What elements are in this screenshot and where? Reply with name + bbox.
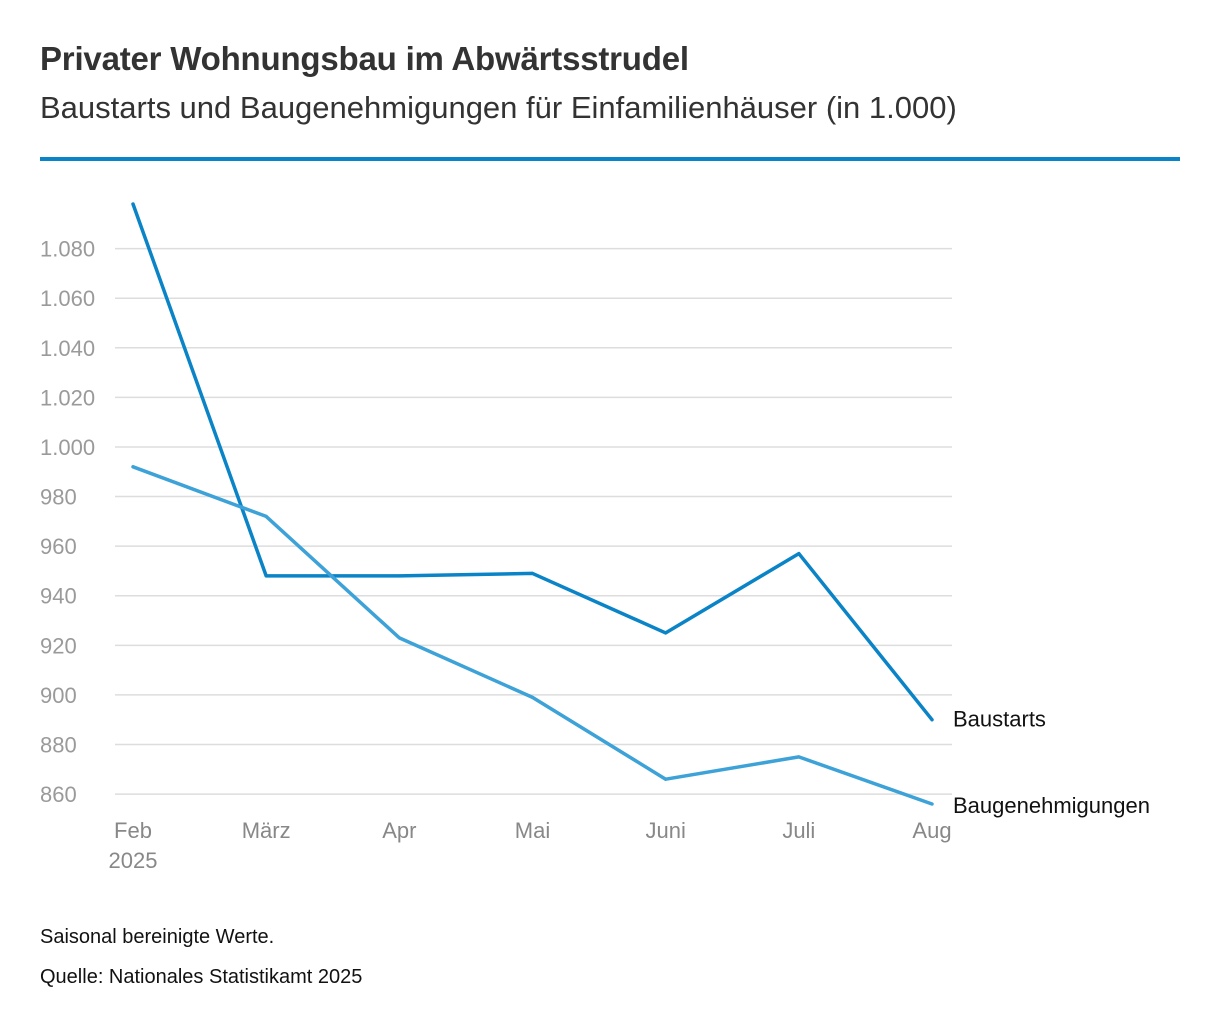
data-point	[131, 202, 135, 206]
x-tick-label: Feb	[114, 818, 152, 843]
x-tick-label: Aug	[912, 818, 951, 843]
y-tick-label: 1.020	[40, 385, 95, 410]
series-line-1	[131, 202, 934, 722]
data-point	[264, 574, 268, 578]
y-axis-tick-labels: 860 880 900 920 940 960 980 1.000 1.020 1.040 1.06…	[40, 237, 95, 807]
data-point	[664, 777, 668, 781]
y-tick-label: 900	[40, 683, 77, 708]
title-divider	[40, 157, 1180, 161]
y-tick-label: 1.060	[40, 286, 95, 311]
y-tick-label: 940	[40, 584, 77, 609]
data-point	[397, 574, 401, 578]
y-tick-label: 960	[40, 534, 77, 559]
y-tick-label: 1.080	[40, 237, 95, 262]
data-point	[397, 636, 401, 640]
series-line-2	[131, 465, 934, 806]
x-tick-sublabel: 2025	[109, 848, 158, 873]
y-tick-label: 1.040	[40, 336, 95, 361]
y-tick-label: 920	[40, 633, 77, 658]
y-tick-label: 880	[40, 732, 77, 757]
series-labels: Baustarts Baugenehmigungen	[953, 707, 1150, 818]
data-point	[131, 465, 135, 469]
data-point	[264, 514, 268, 518]
x-axis-tick-labels: Feb 2025 März Apr Mai Juni Juli Aug	[109, 818, 952, 873]
y-tick-label: 860	[40, 782, 77, 807]
series-label: Baugenehmigungen	[953, 793, 1150, 818]
source-note: Quelle: Nationales Statistikamt 2025	[40, 966, 363, 988]
series-lines	[131, 202, 934, 806]
y-tick-label: 980	[40, 485, 77, 510]
grid-lines	[115, 247, 952, 795]
data-point	[797, 552, 801, 556]
x-tick-label: Apr	[382, 818, 416, 843]
x-tick-label: Juli	[782, 818, 815, 843]
line-chart: 860 880 900 920 940 960 980 1.000 1.020 1.040 1.06…	[40, 202, 1150, 873]
data-point	[797, 755, 801, 759]
chart-subtitle: Baustarts und Baugenehmigungen für Einfa…	[40, 90, 957, 125]
x-tick-label: Mai	[515, 818, 550, 843]
data-point	[930, 718, 934, 722]
y-tick-label: 1.000	[40, 435, 95, 460]
data-point	[930, 802, 934, 806]
chart-title: Privater Wohnungsbau im Abwärtsstrudel	[40, 40, 689, 77]
series-label: Baustarts	[953, 707, 1046, 732]
footnote: Saisonal bereinigte Werte.	[40, 926, 275, 948]
x-tick-label: Juni	[645, 818, 685, 843]
x-tick-label: März	[242, 818, 291, 843]
data-point	[664, 631, 668, 635]
data-point	[531, 695, 534, 699]
data-point	[531, 571, 534, 575]
